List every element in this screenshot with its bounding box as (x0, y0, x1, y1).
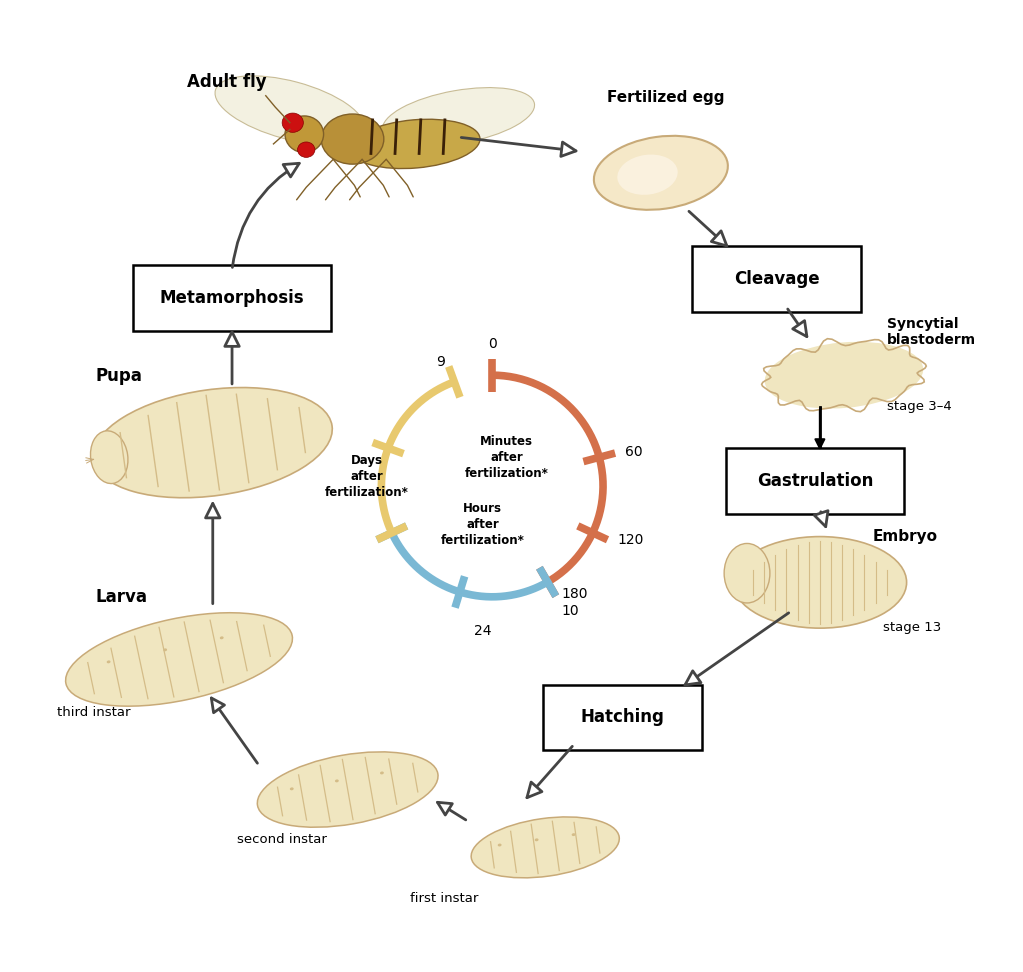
Ellipse shape (90, 431, 128, 483)
Text: Embryo: Embryo (873, 529, 938, 543)
Ellipse shape (765, 342, 923, 408)
FancyBboxPatch shape (693, 246, 860, 312)
Text: Adult fly: Adult fly (187, 73, 267, 91)
Text: 9: 9 (436, 355, 445, 369)
Ellipse shape (93, 388, 332, 498)
Ellipse shape (290, 787, 294, 790)
Text: Metamorphosis: Metamorphosis (160, 289, 305, 307)
Text: third instar: third instar (56, 706, 130, 719)
Ellipse shape (220, 637, 224, 640)
Text: Gastrulation: Gastrulation (757, 472, 874, 490)
Text: first instar: first instar (410, 892, 478, 905)
Text: Syncytial
blastoderm: Syncytial blastoderm (887, 317, 977, 347)
Text: 10: 10 (562, 604, 579, 618)
Ellipse shape (298, 142, 315, 157)
Text: Larva: Larva (95, 588, 147, 607)
Text: stage 13: stage 13 (883, 621, 941, 634)
Text: 24: 24 (474, 624, 491, 638)
Text: Hours
after
fertilization*: Hours after fertilization* (441, 503, 525, 547)
Ellipse shape (724, 543, 770, 603)
Ellipse shape (106, 660, 110, 663)
Ellipse shape (285, 116, 323, 153)
Text: Minutes
after
fertilization*: Minutes after fertilization* (464, 434, 548, 479)
Ellipse shape (594, 136, 727, 210)
Text: Hatching: Hatching (580, 709, 664, 726)
Text: 60: 60 (625, 445, 643, 459)
Text: 120: 120 (617, 534, 643, 547)
Ellipse shape (282, 113, 304, 132)
Text: Fertilized egg: Fertilized egg (607, 90, 724, 105)
Ellipse shape (572, 833, 576, 836)
FancyBboxPatch shape (726, 448, 904, 514)
Ellipse shape (350, 120, 480, 168)
Text: second instar: second instar (237, 833, 326, 847)
Text: Days
after
fertilization*: Days after fertilization* (325, 454, 409, 499)
Text: stage 3–4: stage 3–4 (887, 399, 952, 412)
Text: 180: 180 (562, 587, 587, 601)
Text: 0: 0 (488, 337, 496, 351)
Ellipse shape (321, 114, 384, 164)
Ellipse shape (535, 839, 538, 842)
FancyBboxPatch shape (133, 265, 330, 330)
Ellipse shape (498, 844, 501, 847)
Ellipse shape (335, 780, 339, 782)
Ellipse shape (472, 816, 619, 878)
Ellipse shape (733, 537, 906, 628)
Text: Cleavage: Cleavage (733, 270, 819, 288)
Ellipse shape (380, 772, 384, 775)
Ellipse shape (258, 752, 438, 827)
FancyBboxPatch shape (543, 684, 702, 750)
Ellipse shape (617, 155, 677, 194)
Ellipse shape (383, 87, 535, 146)
Ellipse shape (65, 612, 293, 707)
Text: Pupa: Pupa (95, 366, 142, 385)
Ellipse shape (215, 76, 364, 145)
Ellipse shape (164, 648, 167, 651)
